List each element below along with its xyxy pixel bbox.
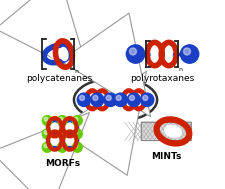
Circle shape [44, 131, 48, 134]
Circle shape [140, 93, 153, 106]
Ellipse shape [150, 48, 158, 60]
Ellipse shape [66, 136, 73, 146]
Circle shape [129, 48, 136, 55]
Ellipse shape [125, 95, 131, 105]
Circle shape [126, 45, 144, 63]
Circle shape [57, 142, 67, 152]
Circle shape [72, 142, 82, 152]
Ellipse shape [163, 125, 181, 138]
Circle shape [129, 95, 134, 101]
Ellipse shape [51, 136, 58, 146]
Circle shape [42, 129, 52, 139]
Circle shape [116, 95, 121, 101]
Circle shape [77, 93, 90, 106]
Circle shape [180, 45, 198, 63]
Ellipse shape [135, 95, 142, 105]
Circle shape [44, 144, 48, 148]
Circle shape [92, 95, 97, 101]
Circle shape [74, 131, 77, 134]
Circle shape [142, 95, 147, 101]
Text: MORFs: MORFs [45, 159, 79, 168]
Circle shape [74, 144, 77, 148]
Circle shape [57, 116, 67, 125]
Circle shape [42, 116, 52, 125]
Circle shape [59, 144, 63, 148]
FancyBboxPatch shape [141, 122, 190, 141]
Circle shape [59, 131, 63, 134]
Circle shape [183, 48, 190, 55]
Ellipse shape [59, 47, 68, 61]
Circle shape [59, 117, 63, 121]
Text: polyrotaxanes: polyrotaxanes [129, 74, 194, 83]
Ellipse shape [164, 48, 172, 60]
Circle shape [72, 116, 82, 125]
Text: MINTs: MINTs [151, 152, 181, 161]
Ellipse shape [99, 95, 105, 105]
Circle shape [127, 93, 140, 106]
Ellipse shape [50, 49, 64, 59]
Ellipse shape [51, 122, 58, 132]
Circle shape [113, 93, 127, 106]
Ellipse shape [66, 122, 73, 132]
Text: n: n [74, 69, 79, 74]
Circle shape [90, 93, 104, 106]
Circle shape [74, 117, 77, 121]
Circle shape [104, 93, 117, 106]
Circle shape [106, 95, 111, 101]
Circle shape [44, 117, 48, 121]
Text: polycatenanes: polycatenanes [26, 74, 92, 83]
Circle shape [72, 129, 82, 139]
Circle shape [42, 142, 52, 152]
Circle shape [57, 129, 67, 139]
Circle shape [79, 95, 84, 101]
Ellipse shape [89, 95, 95, 105]
Text: n: n [178, 67, 182, 72]
